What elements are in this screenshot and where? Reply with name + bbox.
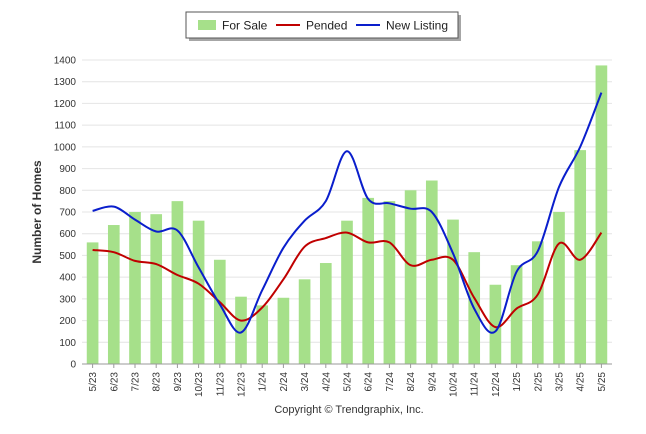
x-tick-label: 5/25 bbox=[597, 372, 608, 392]
x-tick-label: 4/25 bbox=[576, 372, 587, 392]
bar-for-sale bbox=[256, 305, 269, 364]
x-tick-label: 2/24 bbox=[279, 372, 290, 392]
bar-for-sale bbox=[298, 279, 311, 364]
legend-label-pended: Pended bbox=[306, 19, 347, 33]
bar-for-sale bbox=[510, 265, 523, 364]
bar-for-sale bbox=[150, 214, 163, 364]
series-lines bbox=[92, 92, 603, 334]
x-tick-label: 7/23 bbox=[131, 372, 142, 392]
x-tick-label: 7/24 bbox=[385, 372, 396, 392]
bar-for-sale bbox=[213, 259, 226, 364]
bar-for-sale bbox=[553, 212, 565, 364]
x-tick-label: 12/23 bbox=[237, 372, 248, 397]
x-tick-label: 2/25 bbox=[533, 372, 544, 392]
bar-for-sale bbox=[235, 296, 247, 364]
bar-for-sale bbox=[531, 241, 544, 364]
bar-for-sale bbox=[489, 284, 502, 364]
x-tick-label: 11/24 bbox=[470, 372, 481, 397]
x-tick-label: 6/23 bbox=[109, 372, 120, 392]
bar-for-sale bbox=[341, 220, 353, 364]
x-axis-ticks: 5/23 6/23 7/23 8/23 9/23 10/23 11/23 12/23 1/24 2… bbox=[88, 364, 608, 397]
legend-box bbox=[185, 11, 459, 39]
y-tick-label: 1200 bbox=[54, 99, 77, 110]
bar-for-sale bbox=[277, 297, 290, 364]
x-tick-label: 12/24 bbox=[491, 372, 502, 397]
bar-for-sale bbox=[383, 201, 396, 364]
x-tick-label: 4/24 bbox=[321, 372, 332, 392]
y-axis-ticks: 0 100 200 300 400 500 600 700 800 900 1000 1100 1200… bbox=[54, 56, 77, 371]
bar-for-sale bbox=[319, 263, 332, 364]
y-tick-label: 500 bbox=[59, 251, 76, 262]
bar-for-sale bbox=[595, 65, 608, 364]
x-tick-label: 1/25 bbox=[512, 372, 523, 392]
bar-for-sale bbox=[107, 225, 120, 364]
y-tick-label: 1000 bbox=[54, 142, 77, 153]
y-tick-label: 600 bbox=[59, 229, 76, 240]
line-new-listing bbox=[92, 92, 603, 334]
line-pended bbox=[92, 231, 603, 329]
y-tick-label: 1400 bbox=[54, 56, 77, 67]
legend: For Sale Pended New Listing bbox=[185, 11, 461, 41]
legend-label-new-listing: New Listing bbox=[386, 19, 448, 33]
y-tick-label: 0 bbox=[70, 360, 76, 371]
x-tick-label: 9/23 bbox=[173, 372, 184, 392]
y-tick-label: 300 bbox=[59, 294, 76, 305]
x-tick-label: 1/24 bbox=[258, 372, 269, 392]
bar-for-sale bbox=[404, 190, 417, 364]
y-tick-label: 700 bbox=[59, 208, 76, 219]
x-tick-label: 10/23 bbox=[194, 372, 205, 397]
y-tick-label: 1100 bbox=[54, 121, 76, 132]
bars bbox=[86, 65, 608, 364]
legend-label-for-sale: For Sale bbox=[222, 19, 268, 33]
y-tick-label: 200 bbox=[59, 316, 76, 327]
x-tick-label: 5/23 bbox=[88, 372, 99, 392]
y-tick-label: 900 bbox=[59, 164, 76, 175]
legend-swatch-for-sale bbox=[198, 20, 216, 30]
y-tick-label: 400 bbox=[59, 273, 76, 284]
y-tick-label: 100 bbox=[59, 338, 76, 349]
y-tick-label: 800 bbox=[59, 186, 76, 197]
bar-for-sale bbox=[171, 201, 184, 364]
bar-for-sale bbox=[362, 197, 375, 364]
x-tick-label: 3/25 bbox=[555, 372, 566, 392]
bar-for-sale bbox=[86, 242, 99, 364]
bar-for-sale bbox=[129, 212, 141, 364]
bar-for-sale bbox=[574, 150, 587, 364]
x-tick-label: 11/23 bbox=[215, 372, 226, 397]
x-tick-label: 9/24 bbox=[427, 372, 438, 392]
x-tick-label: 8/24 bbox=[406, 372, 417, 392]
x-tick-label: 5/24 bbox=[343, 372, 354, 392]
bar-for-sale bbox=[192, 220, 205, 364]
y-axis-label: Number of Homes bbox=[30, 160, 44, 264]
x-tick-label: 8/23 bbox=[152, 372, 163, 392]
bar-for-sale bbox=[425, 180, 438, 364]
bar-for-sale bbox=[447, 219, 459, 364]
x-tick-label: 10/24 bbox=[449, 372, 460, 397]
x-tick-label: 3/24 bbox=[300, 372, 311, 392]
copyright-text: Copyright © Trendgraphix, Inc. bbox=[274, 404, 423, 416]
y-tick-label: 1300 bbox=[54, 77, 77, 88]
x-tick-label: 6/24 bbox=[364, 372, 375, 392]
